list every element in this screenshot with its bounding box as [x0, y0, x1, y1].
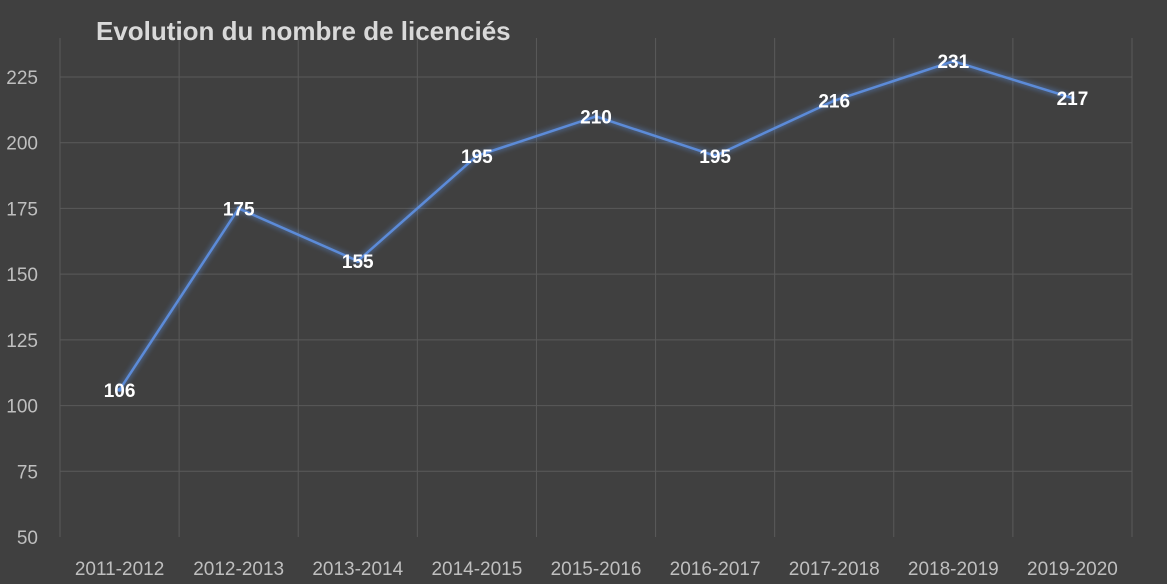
data-point — [117, 387, 122, 392]
series-layer — [117, 59, 1075, 392]
x-tick-label: 2018-2019 — [908, 559, 999, 580]
data-label: 210 — [580, 107, 612, 128]
data-label: 106 — [104, 381, 136, 402]
chart-title: Evolution du nombre de licenciés — [96, 16, 511, 46]
x-tick-label: 2015-2016 — [551, 559, 642, 580]
data-point — [594, 114, 598, 119]
y-tick-label: 75 — [17, 462, 38, 483]
data-label: 195 — [461, 147, 493, 168]
data-point — [355, 259, 360, 263]
data-label: 216 — [818, 92, 850, 113]
data-label: 217 — [1057, 89, 1089, 110]
data-label: 231 — [937, 52, 969, 73]
data-point — [474, 153, 479, 158]
y-tick-label: 200 — [6, 134, 38, 155]
data-point — [951, 59, 956, 64]
data-label: 195 — [699, 147, 731, 168]
data-point — [1070, 96, 1075, 101]
y-tick-label: 225 — [6, 68, 38, 89]
x-tick-label: 2014-2015 — [431, 559, 522, 580]
data-point — [713, 153, 718, 158]
grid-layer — [59, 38, 1133, 537]
y-tick-label: 150 — [6, 265, 38, 286]
x-tick-label: 2019-2020 — [1027, 559, 1118, 580]
y-tick-label: 125 — [6, 331, 38, 352]
data-label: 175 — [223, 199, 255, 220]
label-layer: 106 175 155 195 210 195 216 231 217 — [104, 52, 1089, 402]
y-tick-label: 50 — [17, 528, 38, 549]
x-tick-label: 2011-2012 — [75, 559, 164, 580]
data-point — [832, 98, 837, 103]
x-tick-label: 2013-2014 — [312, 559, 403, 580]
axis-layer: 50 75 100 125 150 175 200 225 2011-2012 2012-2013… — [6, 68, 1118, 580]
y-tick-label: 100 — [6, 397, 38, 418]
y-tick-label: 175 — [6, 199, 38, 220]
data-label: 155 — [342, 252, 374, 273]
x-tick-label: 2016-2017 — [670, 559, 761, 580]
x-tick-label: 2012-2013 — [193, 559, 284, 580]
data-point — [236, 206, 241, 211]
x-tick-label: 2017-2018 — [789, 559, 880, 580]
